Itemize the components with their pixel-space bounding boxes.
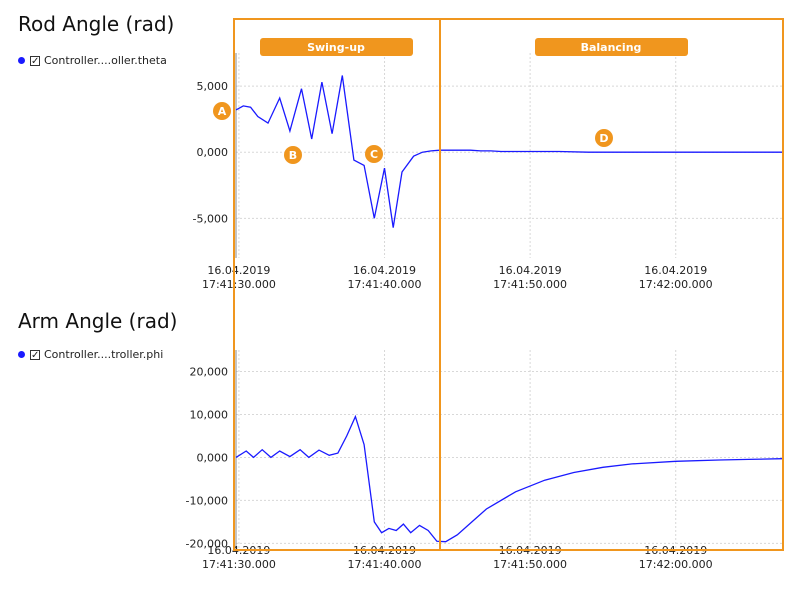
marker-b-circle — [284, 146, 302, 164]
series-visibility-checkbox[interactable]: ✓ — [30, 349, 40, 361]
swing-up-label: Swing-up — [307, 41, 365, 54]
marker-a-circle — [213, 102, 231, 120]
marker-a-label: A — [218, 105, 227, 118]
marker-c-circle — [365, 145, 383, 163]
x-tick-date: 16.04.2019 — [499, 264, 562, 277]
chart-title-rod: Rod Angle (rad) — [18, 12, 175, 36]
balancing-badge — [535, 38, 688, 56]
legend-label-theta: Controller....oller.theta — [44, 54, 167, 67]
x-tick-time: 17:41:50.000 — [493, 558, 567, 571]
y-tick-label: -10,000 — [186, 494, 228, 507]
y-tick-label: 5,000 — [197, 80, 229, 93]
legend-item-phi[interactable]: ✓ Controller....troller.phi — [18, 348, 163, 361]
y-tick-label: 10,000 — [190, 408, 229, 421]
x-tick-time: 17:41:40.000 — [348, 278, 422, 291]
marker-d-label: D — [599, 132, 608, 145]
x-tick-time: 17:41:30.000 — [202, 278, 276, 291]
y-tick-label: -5,000 — [193, 212, 228, 225]
x-tick-time: 17:42:00.000 — [639, 278, 713, 291]
swing-up-badge — [260, 38, 413, 56]
balancing-region — [439, 18, 784, 551]
series-line — [235, 75, 782, 228]
y-tick-label: 0,000 — [197, 146, 229, 159]
series-visibility-checkbox[interactable]: ✓ — [30, 55, 40, 67]
y-tick-label: 0,000 — [197, 451, 229, 464]
legend-item-theta[interactable]: ✓ Controller....oller.theta — [18, 54, 167, 67]
marker-d-circle — [595, 129, 613, 147]
balancing-label: Balancing — [581, 41, 642, 54]
series-color-dot — [18, 57, 25, 64]
x-tick-date: 16.04.2019 — [644, 264, 707, 277]
x-tick-date: 16.04.2019 — [207, 264, 270, 277]
x-tick-time: 17:42:00.000 — [639, 558, 713, 571]
series-color-dot — [18, 351, 25, 358]
legend-label-phi: Controller....troller.phi — [44, 348, 164, 361]
marker-b-label: B — [289, 149, 297, 162]
x-tick-time: 17:41:30.000 — [202, 558, 276, 571]
x-tick-time: 17:41:50.000 — [493, 278, 567, 291]
y-tick-label: 20,000 — [190, 365, 229, 378]
x-tick-date: 16.04.2019 — [353, 264, 416, 277]
marker-c-label: C — [370, 148, 378, 161]
y-tick-label: -20,000 — [186, 537, 228, 550]
x-tick-time: 17:41:40.000 — [348, 558, 422, 571]
chart-title-arm: Arm Angle (rad) — [18, 309, 178, 333]
series-line — [235, 414, 783, 543]
